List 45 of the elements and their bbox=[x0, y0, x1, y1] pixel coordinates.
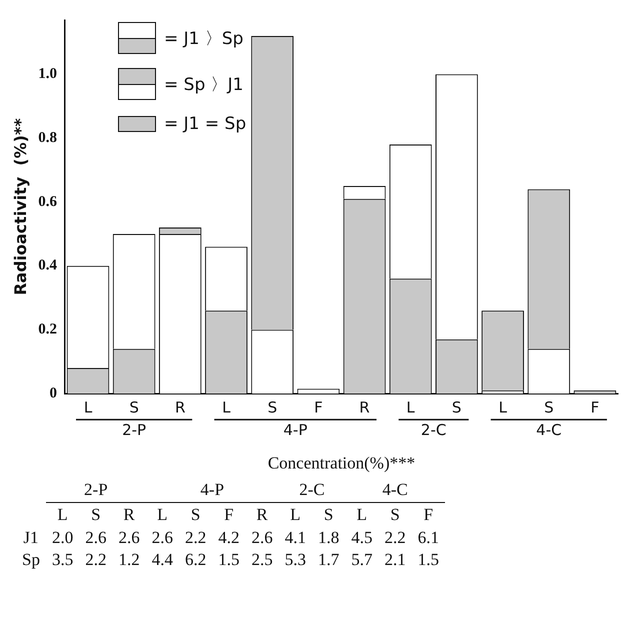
x-tick-label: S bbox=[268, 398, 278, 416]
x-tick-label: L bbox=[498, 398, 508, 416]
x-tick-label: R bbox=[359, 398, 370, 416]
text: J1 2.0 2.6 2.6 2.6 2.2 4.2 2.6 4.1 1.8 4.5 2.2 6.1 bbox=[23, 528, 439, 547]
x-axis-title: Concentration(%)*** bbox=[268, 453, 416, 472]
x-tick-label: S bbox=[129, 398, 139, 416]
text: 4-P bbox=[283, 420, 308, 439]
text: 2-C bbox=[299, 480, 325, 499]
category-label: S bbox=[390, 505, 400, 524]
x-tick-label: L bbox=[222, 398, 232, 416]
text: 2-C bbox=[420, 420, 446, 439]
text: 4-C bbox=[382, 480, 408, 499]
y-tick-label: 0.4 bbox=[38, 258, 58, 274]
y-axis-title: Radioactivity (%)** bbox=[10, 118, 30, 296]
category-label: R bbox=[256, 505, 268, 524]
x-tick-label: S bbox=[544, 398, 554, 416]
category-label: L bbox=[157, 505, 168, 524]
y-tick-label: 1.0 bbox=[38, 66, 57, 82]
x-tick-label: L bbox=[84, 398, 93, 416]
text: 2-P bbox=[122, 420, 146, 439]
category-label: S bbox=[190, 505, 200, 524]
x-tick-label: L bbox=[406, 398, 416, 416]
text: 2-P bbox=[84, 480, 108, 499]
x-tick-label: F bbox=[314, 398, 323, 416]
x-tick-label: R bbox=[174, 398, 186, 416]
annotation: = Sp 〉J1 bbox=[164, 74, 244, 96]
category-label: R bbox=[123, 505, 135, 524]
y-tick-label: 0.6 bbox=[38, 194, 58, 210]
x-tick-label: F bbox=[590, 398, 600, 416]
y-tick-label: 0.8 bbox=[38, 130, 57, 146]
category-label: L bbox=[57, 505, 68, 524]
annotation: = J1 〉Sp bbox=[164, 28, 244, 50]
text: Sp 3.5 2.2 1.2 4.4 6.2 1.5 2.5 5.3 1.7 5.7 2.1 1.5 bbox=[22, 550, 439, 569]
text: 4-C bbox=[536, 420, 562, 439]
y-tick-label: 0 bbox=[49, 385, 57, 402]
category-label: F bbox=[224, 505, 234, 524]
text: 4-P bbox=[200, 480, 224, 499]
category-label: S bbox=[91, 505, 101, 524]
category-label: L bbox=[290, 505, 301, 524]
category-label: F bbox=[424, 505, 434, 524]
y-tick-label: 0.2 bbox=[38, 322, 57, 338]
x-tick-label: S bbox=[452, 398, 462, 416]
category-label: L bbox=[356, 505, 368, 524]
annotation: = J1 = Sp bbox=[164, 114, 246, 134]
category-label: S bbox=[324, 505, 334, 524]
